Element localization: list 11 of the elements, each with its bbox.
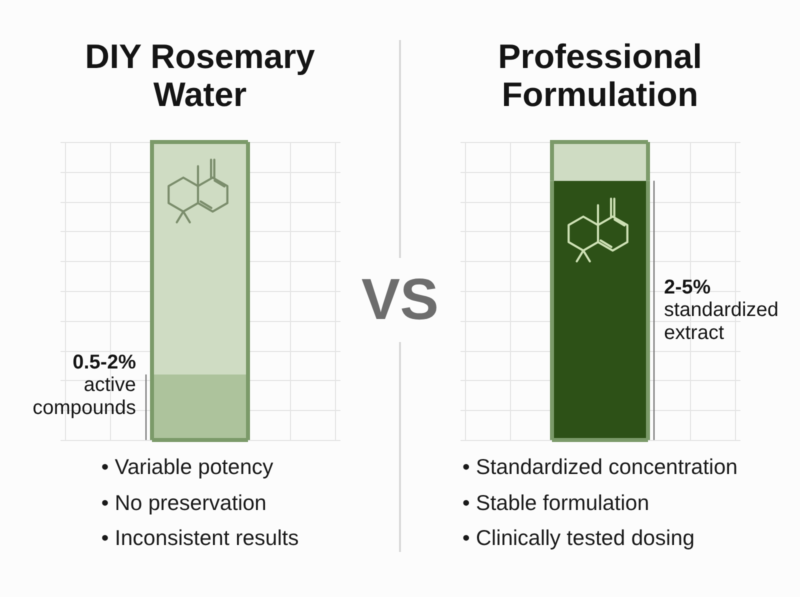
text: • Clinically tested dosing [462,525,696,552]
text: • Variable potency [101,454,274,481]
chart-title: Professional Formulation [496,38,704,114]
text: • Standardized concentration [462,454,738,481]
text: • Inconsistent results [101,525,299,552]
text: • No preservation [101,490,268,516]
annotation: 0.5-2% active compounds [32,352,136,419]
text: VS [360,267,440,332]
chart-title: DIY Rosemary Water [84,38,316,114]
annotation: 2-5% standardized extract [664,276,779,344]
text: • Stable formulation [462,490,650,516]
